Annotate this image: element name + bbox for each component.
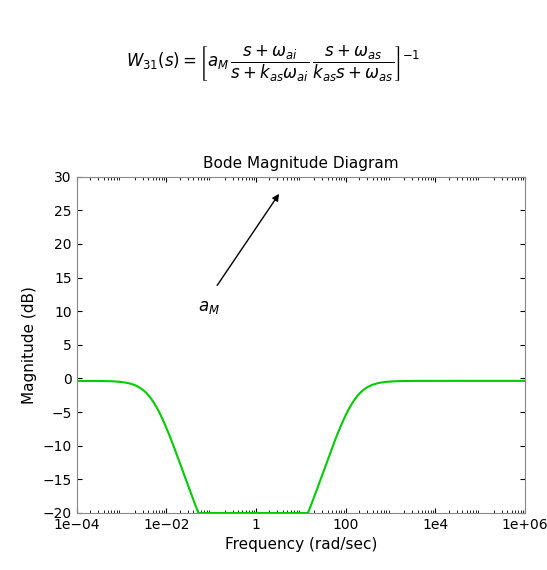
Y-axis label: Magnitude (dB): Magnitude (dB)	[22, 286, 37, 404]
Text: $a_M$: $a_M$	[198, 298, 220, 316]
X-axis label: Frequency (rad/sec): Frequency (rad/sec)	[225, 538, 377, 552]
Text: $W_{31}(s)=\left[a_M\,\dfrac{s+\omega_{ai}}{s+k_{as}\omega_{ai}}\,\dfrac{s+\omeg: $W_{31}(s)=\left[a_M\,\dfrac{s+\omega_{a…	[126, 44, 421, 84]
Title: Bode Magnitude Diagram: Bode Magnitude Diagram	[203, 156, 399, 172]
